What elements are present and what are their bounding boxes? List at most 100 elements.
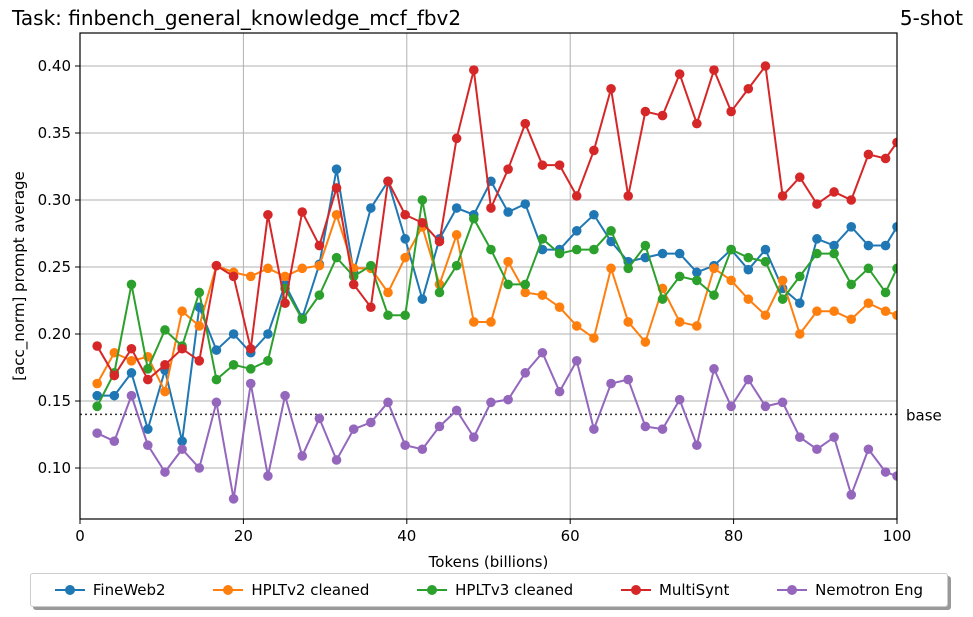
- data-point: [126, 356, 137, 366]
- data-point: [520, 279, 531, 290]
- data-point: [794, 432, 805, 442]
- data-point: [554, 386, 565, 397]
- data-point: [520, 118, 531, 129]
- data-point: [177, 343, 187, 354]
- data-point: [486, 317, 496, 327]
- data-point: [537, 290, 548, 300]
- data-point: [692, 440, 702, 451]
- data-point: [92, 341, 102, 351]
- data-point: [880, 467, 891, 477]
- data-point: [640, 106, 651, 117]
- data-point: [486, 203, 496, 213]
- x-tick-label: 60: [561, 527, 580, 545]
- data-point: [348, 279, 359, 290]
- data-point: [228, 494, 239, 504]
- data-point: [743, 264, 754, 275]
- data-point: [245, 343, 256, 354]
- data-point: [126, 279, 137, 290]
- data-point: [143, 440, 153, 451]
- data-point: [863, 263, 874, 274]
- data-point: [743, 374, 754, 385]
- series-hpltv2-cleaned: [92, 209, 897, 397]
- y-tick-label: 0.10: [38, 459, 71, 477]
- data-point: [228, 271, 239, 282]
- data-point: [777, 275, 788, 286]
- data-point: [263, 263, 273, 274]
- legend-marker-icon: [213, 585, 244, 595]
- legend-marker-icon: [777, 585, 808, 595]
- data-point: [846, 222, 857, 232]
- data-point: [194, 287, 205, 298]
- data-point: [228, 329, 239, 339]
- data-point: [571, 244, 582, 255]
- x-tick-label: 100: [883, 527, 912, 545]
- data-point: [331, 209, 342, 220]
- y-axis-label: [acc_norm] prompt average: [10, 171, 29, 381]
- data-point: [228, 360, 239, 370]
- data-point: [109, 347, 120, 358]
- data-point: [486, 244, 496, 255]
- data-point: [726, 244, 736, 255]
- data-point: [537, 160, 548, 170]
- data-point: [314, 413, 325, 424]
- data-point: [606, 226, 616, 236]
- data-point: [743, 252, 754, 263]
- data-point: [709, 65, 719, 75]
- data-point: [554, 160, 565, 170]
- data-point: [503, 256, 513, 267]
- data-point: [92, 390, 102, 401]
- data-point: [468, 213, 479, 224]
- data-point: [674, 69, 685, 79]
- legend-label: FineWeb2: [92, 581, 166, 599]
- data-point: [211, 345, 222, 355]
- data-point: [177, 306, 187, 317]
- data-point: [846, 490, 857, 500]
- data-point: [177, 444, 187, 455]
- data-point: [348, 424, 359, 434]
- data-point: [606, 263, 616, 274]
- series-nemotron-eng: [92, 347, 897, 504]
- data-point: [657, 248, 668, 259]
- data-point: [623, 374, 634, 385]
- data-point: [726, 275, 736, 286]
- data-point: [657, 110, 668, 121]
- data-point: [503, 207, 513, 217]
- data-point: [434, 236, 445, 247]
- data-point: [263, 209, 273, 220]
- data-point: [640, 337, 651, 347]
- data-point: [589, 145, 599, 156]
- data-point: [880, 240, 891, 251]
- data-point: [812, 248, 822, 259]
- data-point: [709, 290, 719, 300]
- data-point: [589, 209, 599, 220]
- data-point: [571, 191, 582, 201]
- data-point: [92, 378, 102, 389]
- data-point: [623, 263, 634, 274]
- series-multisynt: [92, 61, 897, 385]
- data-point: [451, 230, 462, 240]
- data-point: [417, 217, 428, 228]
- data-point: [571, 226, 582, 236]
- legend-label: HPLTv2 cleaned: [251, 581, 370, 599]
- data-point: [657, 424, 668, 434]
- data-point: [366, 302, 376, 313]
- legend-item: Nemotron Eng: [777, 581, 923, 599]
- data-point: [194, 356, 205, 366]
- data-point: [794, 329, 805, 339]
- data-point: [331, 183, 342, 193]
- data-point: [709, 263, 719, 274]
- data-point: [160, 360, 170, 370]
- data-point: [829, 240, 839, 251]
- data-point: [812, 306, 822, 317]
- data-point: [554, 302, 565, 313]
- data-point: [760, 244, 771, 255]
- data-point: [383, 310, 393, 321]
- data-point: [640, 421, 651, 432]
- legend-marker-icon: [54, 585, 85, 595]
- x-tick-label: 0: [75, 527, 85, 545]
- data-point: [880, 287, 891, 298]
- data-point: [143, 424, 153, 434]
- grid: [79, 33, 898, 519]
- data-point: [880, 306, 891, 317]
- data-point: [606, 236, 616, 247]
